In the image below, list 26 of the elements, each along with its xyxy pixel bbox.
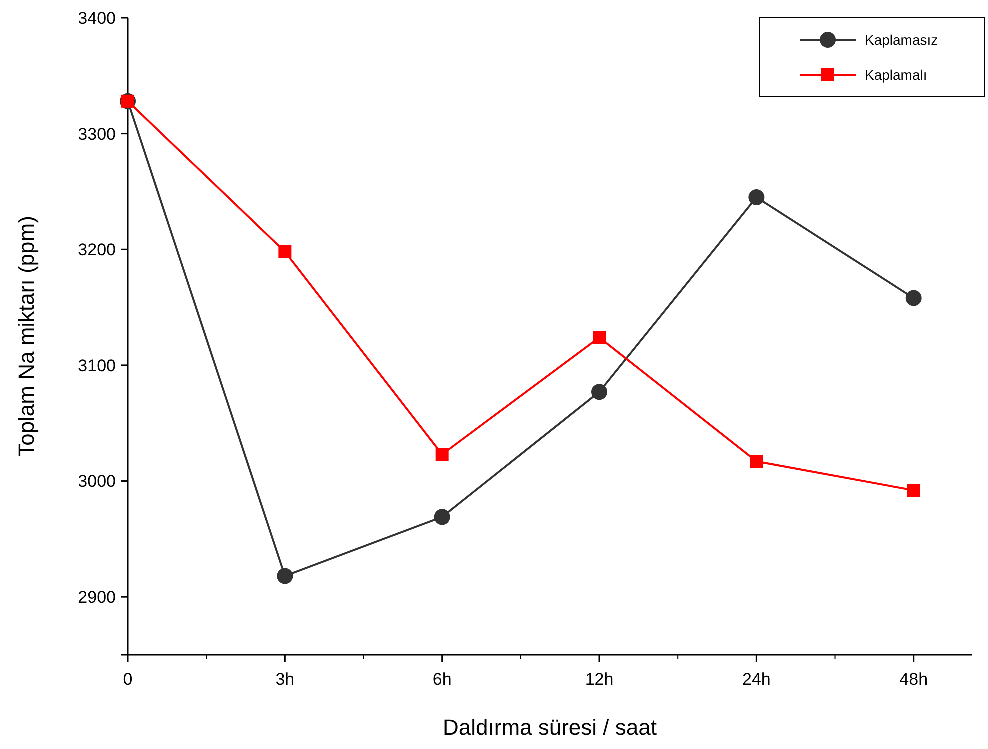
point [748, 190, 765, 206]
point [907, 484, 920, 498]
point [278, 245, 292, 258]
legend-label: Kaplamalı [865, 66, 928, 83]
point [593, 331, 606, 344]
point [750, 455, 764, 468]
point [592, 384, 608, 400]
y-tick-label: 3300 [78, 124, 116, 144]
x-tick-label: 6h [432, 670, 452, 689]
point [277, 568, 294, 584]
point [436, 448, 449, 462]
legend-label: Kaplamasız [865, 32, 938, 48]
x-tick-label: 24h [742, 670, 771, 689]
y-tick-label: 3400 [78, 8, 116, 28]
x-tick-label: 12h [585, 670, 614, 689]
x-tick-label: 3h [276, 670, 295, 689]
y-tick-label: 3100 [78, 356, 116, 376]
y-tick-label: 2900 [78, 588, 116, 608]
x-tick-label: 48h [900, 670, 928, 689]
x-tick-label: 0 [123, 670, 133, 689]
y-tick-label: 3200 [78, 240, 116, 260]
point [434, 509, 450, 526]
y-axis-title: Toplam Na miktarı (ppm) [14, 216, 39, 457]
y-tick-label: 3000 [78, 472, 116, 492]
point [906, 290, 922, 306]
x-axis-title: Daldırma süresi / saat [443, 715, 657, 740]
